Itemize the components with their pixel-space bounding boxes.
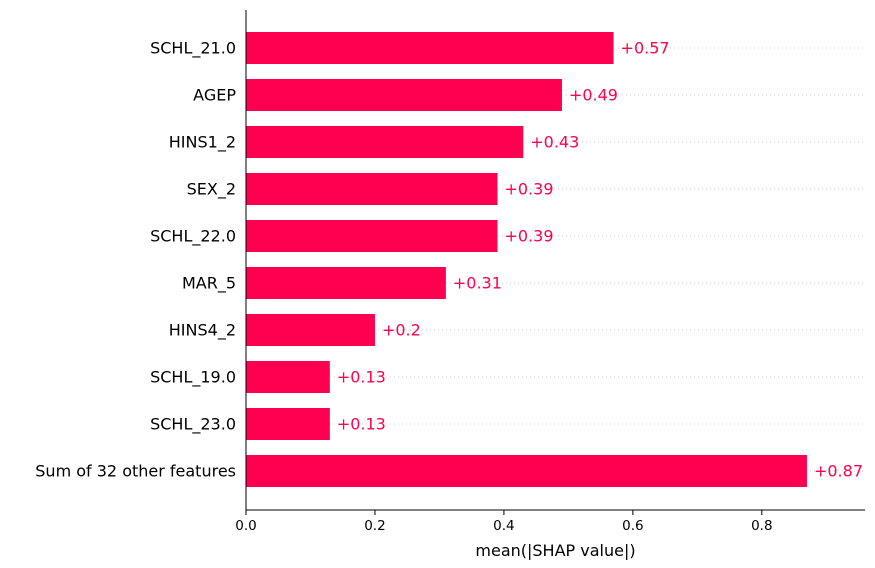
bar — [246, 79, 562, 111]
bar — [246, 267, 446, 299]
bar-value-label: +0.39 — [504, 180, 553, 199]
x-tick-label: 0.4 — [493, 518, 514, 534]
category-label: HINS1_2 — [169, 133, 236, 153]
bar-value-label: +0.13 — [337, 368, 386, 387]
bars-group — [246, 32, 807, 487]
bar — [246, 361, 330, 393]
value-labels-group: +0.57 +0.49 +0.43 +0.39 +0.39 +0.31 +0.2 +0.13 +… — [337, 39, 863, 481]
category-label: SEX_2 — [187, 180, 236, 200]
bar-value-label: +0.13 — [337, 415, 386, 434]
category-label: AGEP — [193, 86, 236, 105]
category-label: SCHL_22.0 — [150, 227, 236, 247]
bar-value-label: +0.31 — [453, 274, 502, 293]
category-label: HINS4_2 — [169, 321, 236, 341]
x-ticks-group: 0.0 0.2 0.4 0.6 0.8 — [235, 510, 773, 534]
category-label: MAR_5 — [182, 274, 236, 294]
bar — [246, 173, 498, 205]
category-label: SCHL_21.0 — [150, 39, 236, 59]
bar — [246, 32, 614, 64]
x-tick-label: 0.0 — [235, 518, 256, 534]
bar-value-label: +0.87 — [814, 462, 863, 481]
bar — [246, 220, 498, 252]
category-labels-group: SCHL_21.0 AGEP HINS1_2 SEX_2 SCHL_22.0 MAR_5 H… — [35, 39, 236, 481]
bar-value-label: +0.57 — [621, 39, 670, 58]
bar — [246, 455, 807, 487]
category-label: Sum of 32 other features — [35, 462, 236, 481]
bar — [246, 126, 524, 158]
bar-value-label: +0.39 — [504, 227, 553, 246]
x-tick-label: 0.2 — [364, 518, 385, 534]
category-label: SCHL_19.0 — [150, 368, 236, 388]
x-tick-label: 0.6 — [622, 518, 643, 534]
bar — [246, 314, 375, 346]
bar-value-label: +0.2 — [382, 321, 421, 340]
bar-value-label: +0.49 — [569, 86, 618, 105]
bar — [246, 408, 330, 440]
x-axis-label: mean(|SHAP value|) — [475, 541, 635, 560]
bar-value-label: +0.43 — [530, 133, 579, 152]
category-label: SCHL_23.0 — [150, 415, 236, 435]
x-tick-label: 0.8 — [751, 518, 772, 534]
row-guides — [246, 47, 865, 472]
